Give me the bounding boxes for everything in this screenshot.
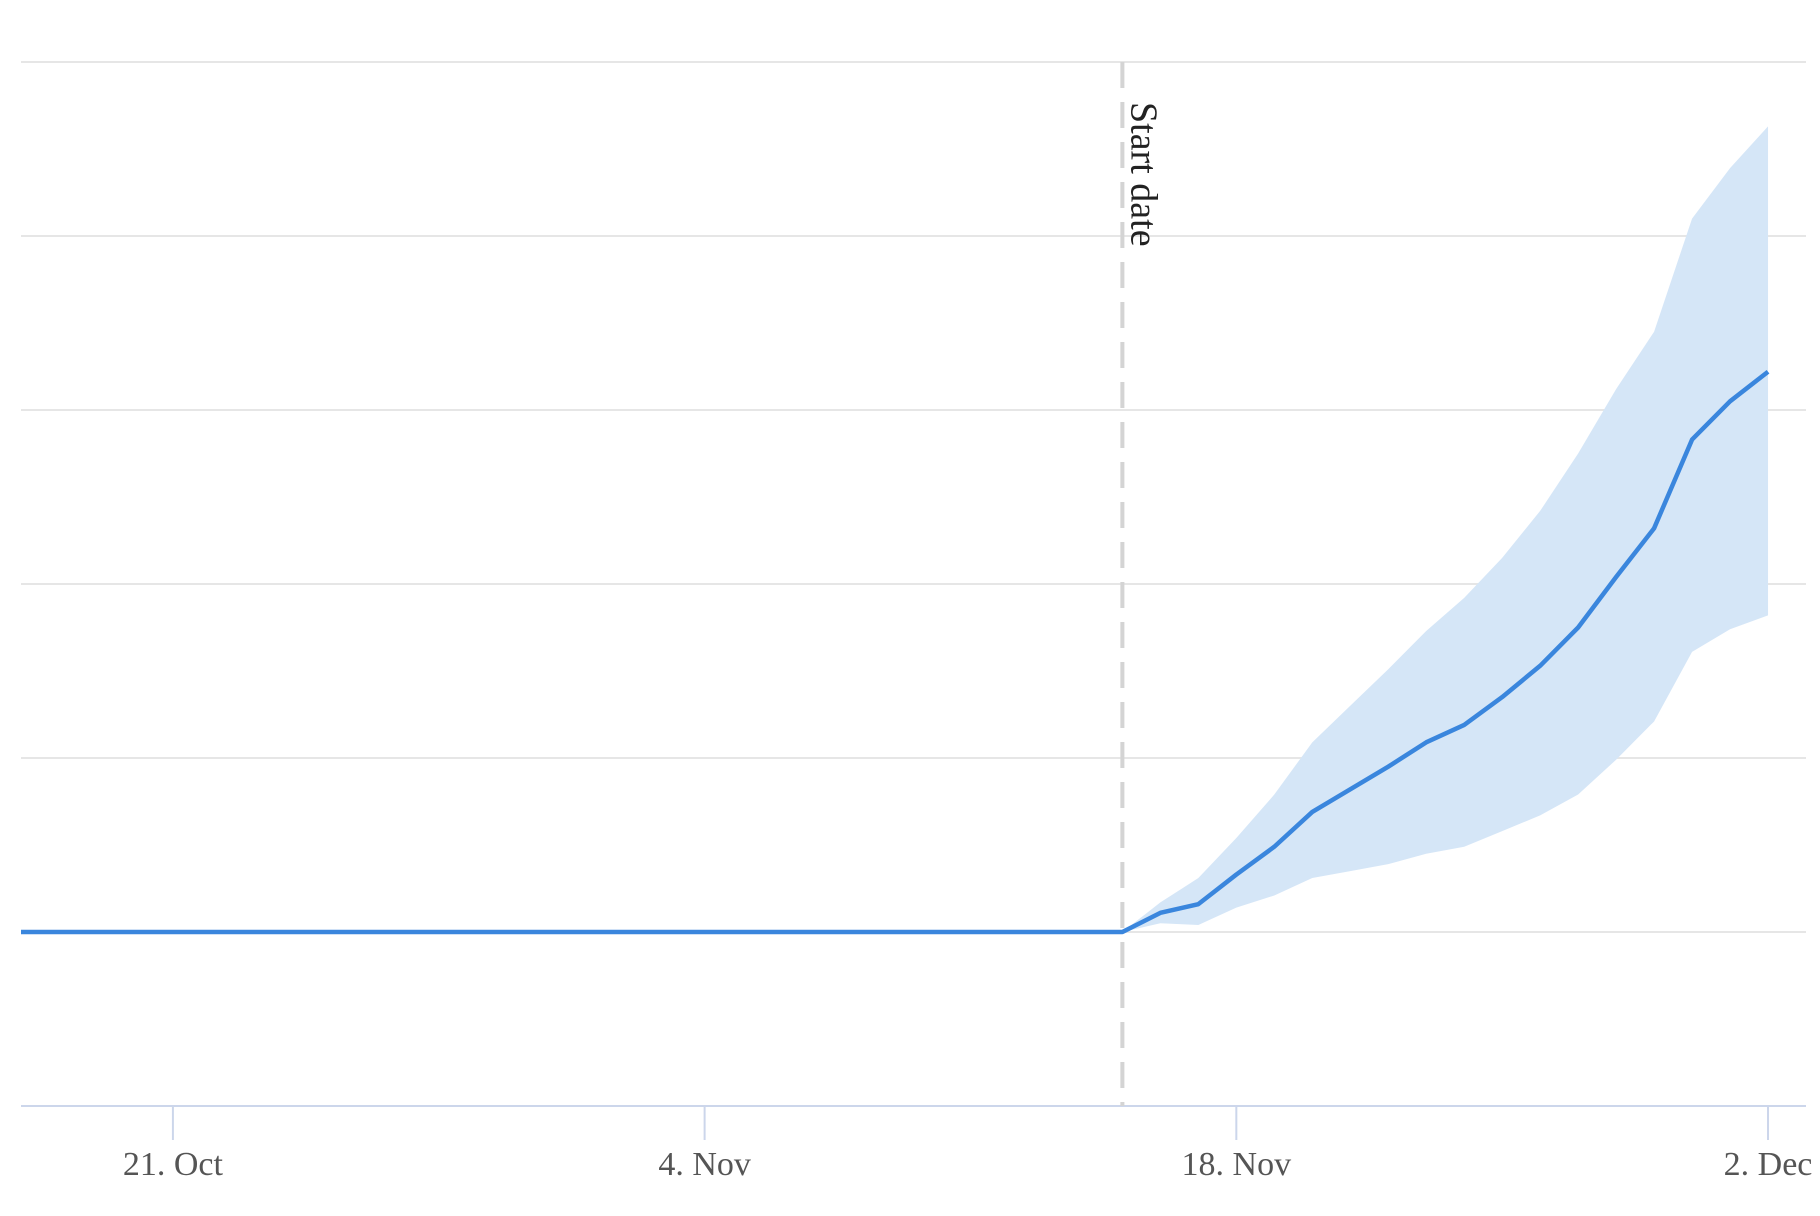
line [21, 369, 1770, 935]
x-tick-label: 4. Nov [658, 1146, 751, 1183]
confidence-band [1122, 126, 1769, 932]
x-tick-label: 18. Nov [1182, 1146, 1292, 1183]
x-tick-label: 21. Oct [123, 1146, 224, 1183]
annotation-label: Start date [1123, 102, 1165, 247]
x-tick-label: 2. Dec [1724, 1146, 1813, 1183]
